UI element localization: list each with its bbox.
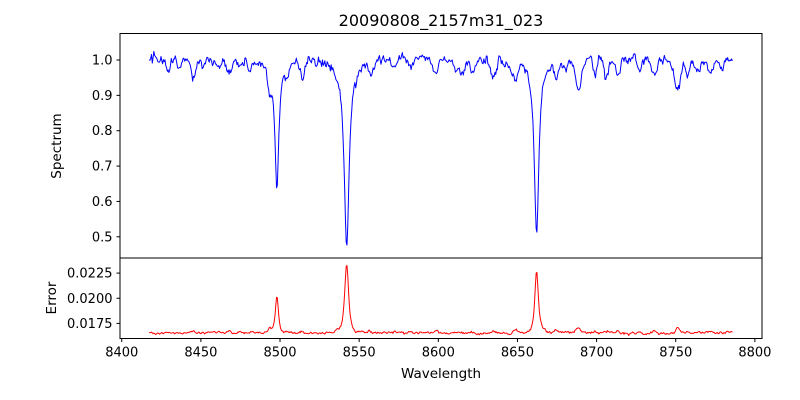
spectrum-y-tick-label: 1.0 — [92, 54, 113, 69]
x-tick-label: 8700 — [580, 346, 613, 361]
x-tick-label: 8600 — [422, 346, 455, 361]
error-y-tick-label: 0.0175 — [67, 317, 113, 332]
x-axis-label: Wavelength — [400, 366, 482, 382]
spectrum-line — [148, 50, 733, 246]
error-panel-frame — [119, 257, 763, 339]
spectrum-y-tick-label: 0.8 — [92, 124, 113, 139]
spectrum-y-tick-label: 0.7 — [92, 160, 113, 175]
spectrum-y-tick-label: 0.5 — [92, 230, 113, 245]
x-tick-label: 8400 — [105, 346, 138, 361]
error-y-tick-label: 0.0200 — [67, 292, 113, 307]
spectrum-y-tick-label: 0.9 — [92, 89, 113, 104]
spectrum-y-tick-label: 0.6 — [92, 195, 113, 210]
x-tick-label: 8550 — [343, 346, 376, 361]
error-line — [149, 265, 733, 337]
x-tick-label: 8800 — [738, 346, 771, 361]
spectrum-panel-frame — [119, 33, 763, 259]
chart-title: 20090808_2157m31_023 — [338, 11, 544, 30]
x-tick-label: 8500 — [263, 346, 296, 361]
x-tick-label: 8450 — [184, 346, 217, 361]
error-y-tick-label: 0.0225 — [67, 267, 113, 282]
x-tick-label: 8750 — [659, 346, 692, 361]
x-tick-label: 8650 — [501, 346, 534, 361]
